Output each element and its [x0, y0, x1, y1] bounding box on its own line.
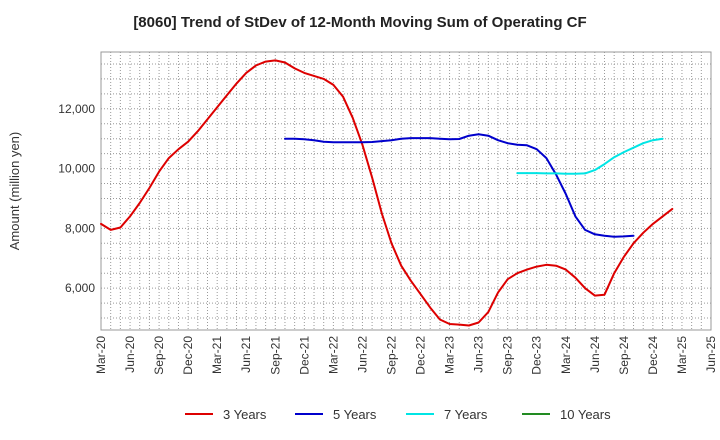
x-tick-label: Jun-24 [588, 336, 602, 373]
x-tick-label: Mar-23 [443, 336, 457, 374]
x-axis-ticks: Mar-20 Jun-20 Sep-20 Dec-20 Mar-21 Jun-21 Sep-… [94, 336, 718, 375]
legend-label-10-years: 10 Years [560, 407, 611, 422]
x-tick-label: Mar-24 [559, 336, 573, 374]
series-line-3-years [100, 59, 674, 327]
y-tick-label: 8,000 [65, 221, 95, 235]
y-tick-label: 12,000 [58, 102, 95, 116]
x-tick-label: Sep-20 [152, 336, 166, 375]
legend-label-5-years: 5 Years [333, 407, 377, 422]
series-line-5-years [284, 133, 635, 238]
x-tick-label: Jun-25 [704, 336, 718, 373]
x-tick-label: Sep-22 [384, 336, 398, 375]
plot-area [100, 51, 712, 331]
chart-title: [8060] Trend of StDev of 12-Month Moving… [133, 14, 587, 31]
x-tick-label: Jun-23 [472, 336, 486, 373]
y-tick-label: 6,000 [65, 281, 95, 295]
x-tick-label: Mar-22 [326, 336, 340, 374]
x-tick-label: Jun-21 [239, 336, 253, 373]
x-tick-label: Mar-20 [94, 336, 108, 374]
x-tick-label: Sep-23 [501, 336, 515, 375]
y-tick-label: 10,000 [58, 162, 95, 176]
legend-label-3-years: 3 Years [223, 407, 267, 422]
x-tick-label: Dec-22 [414, 336, 428, 375]
x-tick-label: Sep-21 [268, 336, 282, 375]
x-tick-label: Jun-20 [123, 336, 137, 373]
x-tick-label: Dec-24 [646, 336, 660, 375]
series-line-7-years [516, 137, 664, 175]
x-tick-label: Dec-21 [297, 336, 311, 375]
y-axis-ticks: 6,000 8,000 10,000 12,000 [58, 102, 95, 295]
x-tick-label: Jun-22 [355, 336, 369, 373]
y-axis-label: Amount (million yen) [7, 132, 22, 251]
x-tick-label: Sep-24 [617, 336, 631, 375]
legend-label-7-years: 7 Years [444, 407, 488, 422]
grid-lines [101, 52, 711, 330]
x-tick-label: Dec-23 [530, 336, 544, 375]
x-tick-label: Dec-20 [181, 336, 195, 375]
x-tick-label: Mar-21 [210, 336, 224, 374]
x-tick-label: Mar-25 [675, 336, 689, 374]
series-lines [100, 59, 674, 327]
legend: 3 Years 5 Years 7 Years 10 Years [185, 407, 611, 422]
